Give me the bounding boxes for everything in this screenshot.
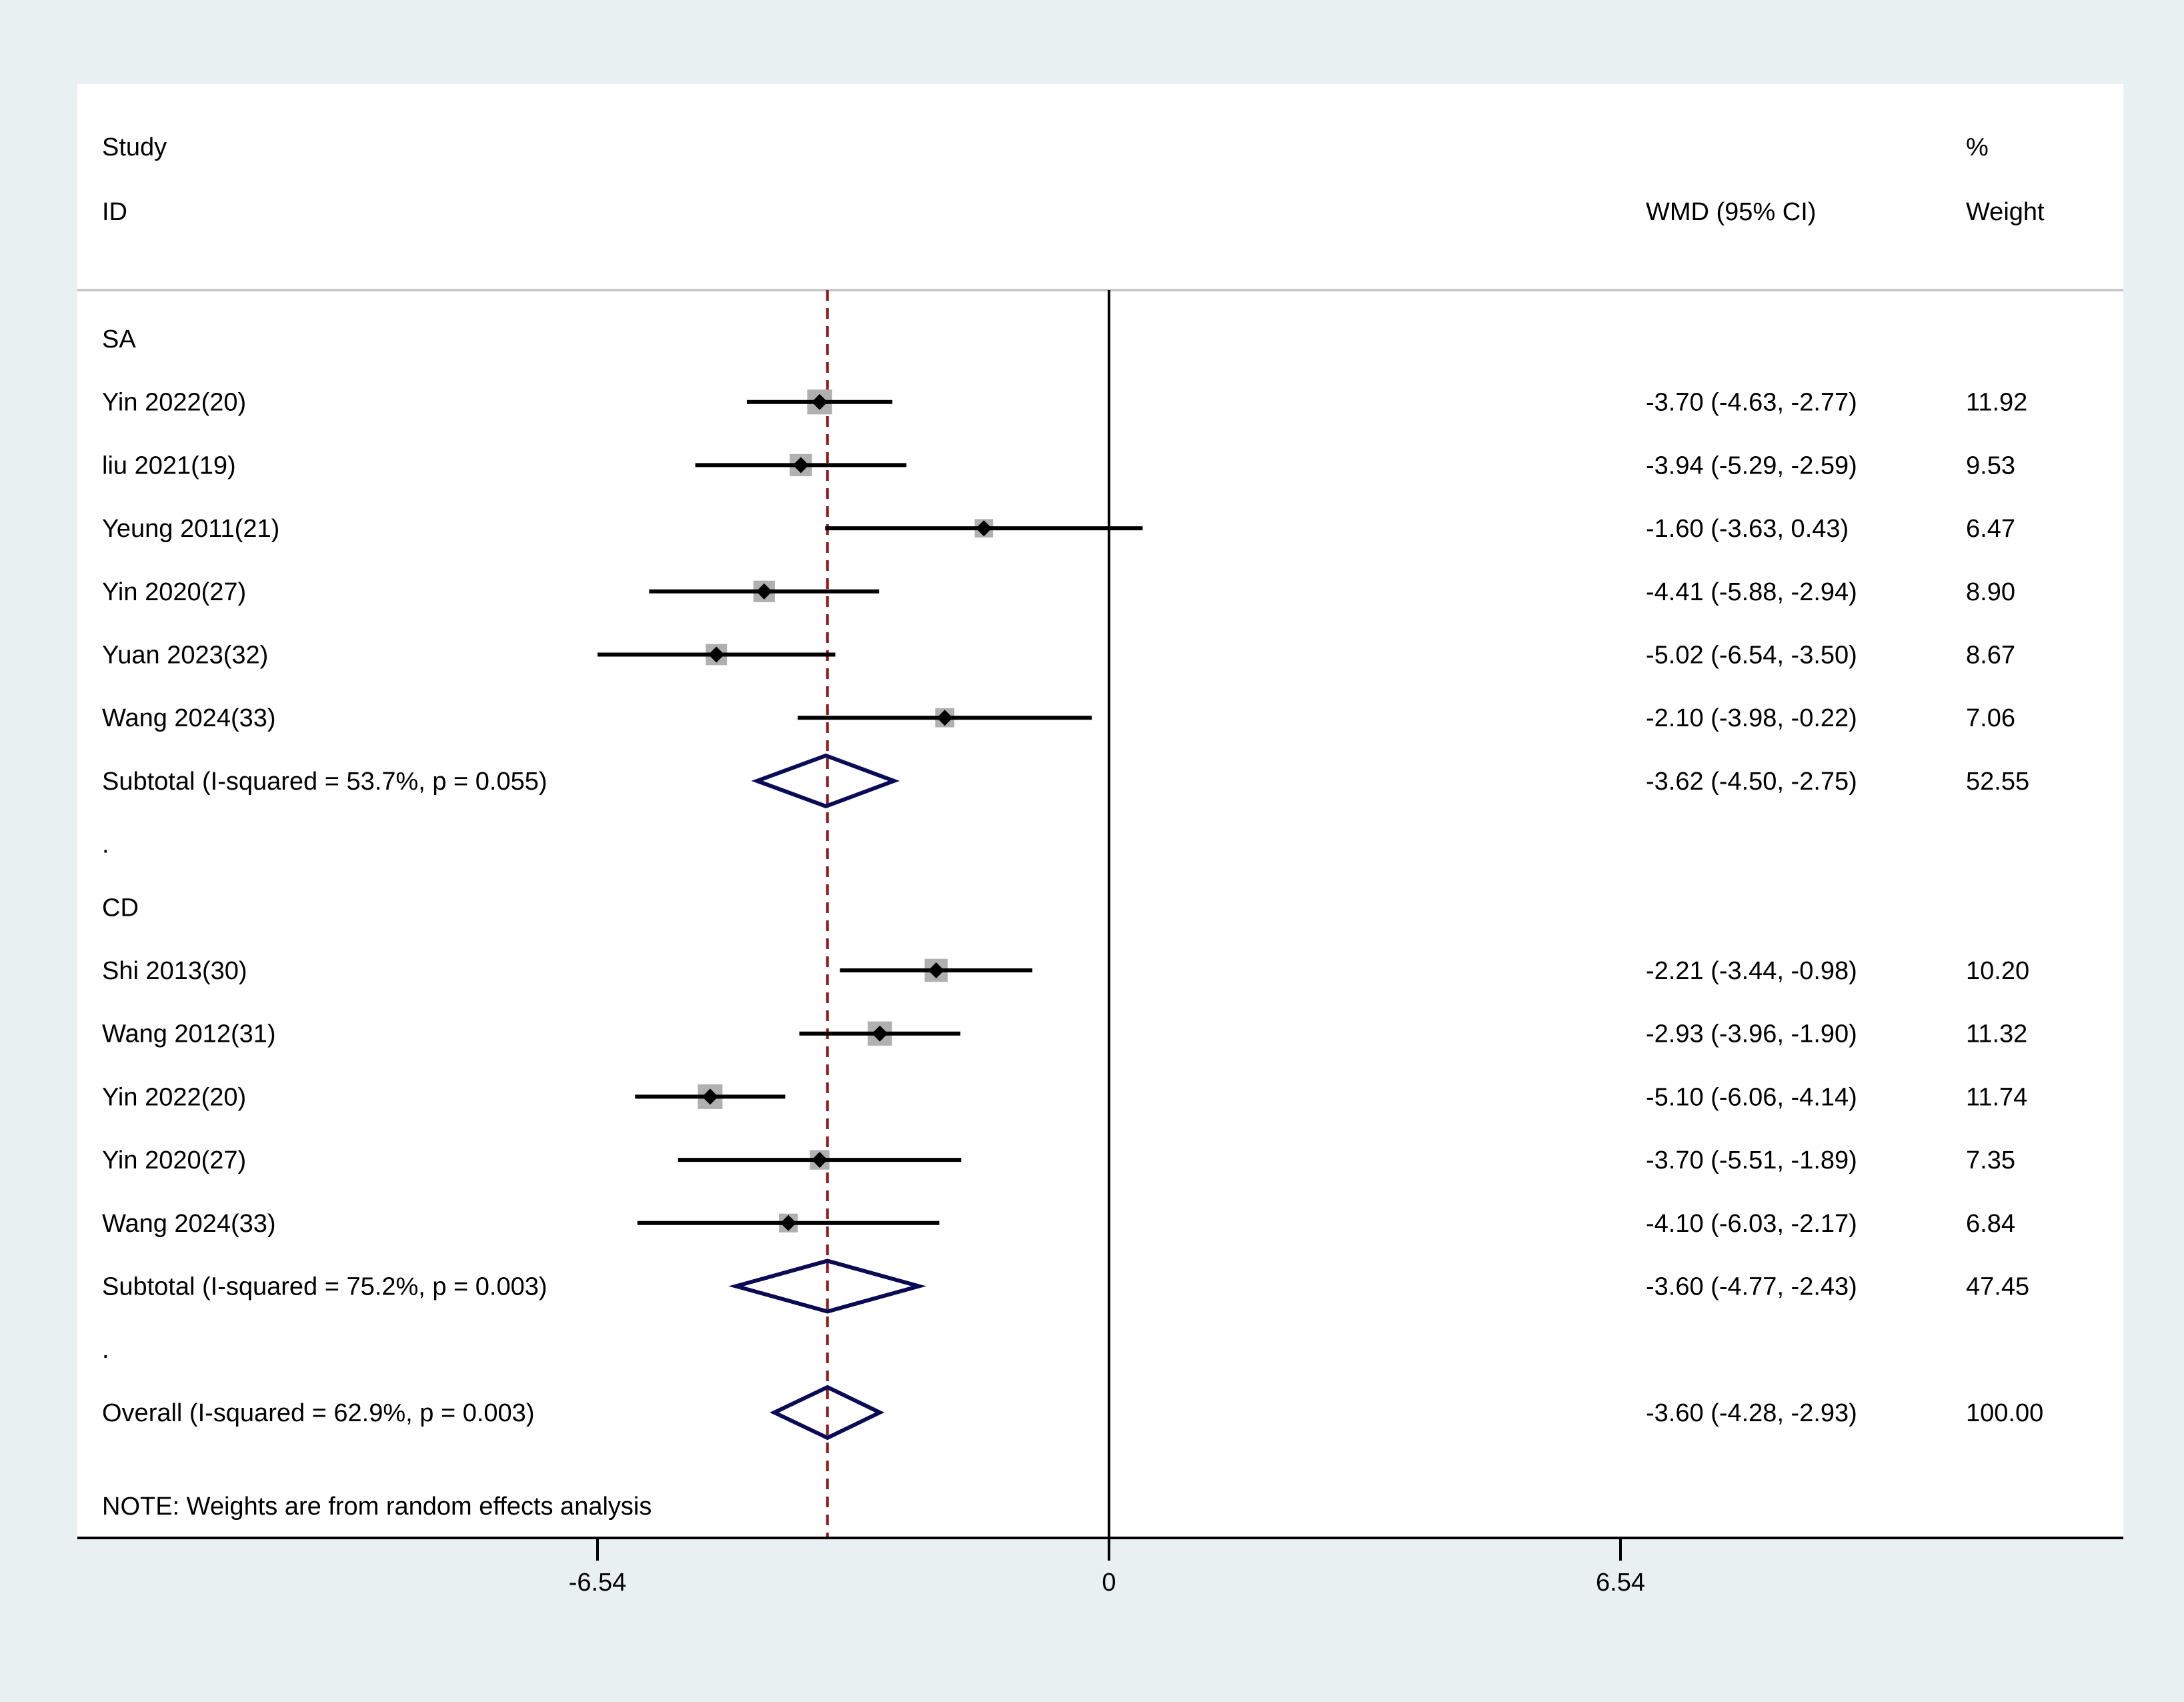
point-estimate xyxy=(928,962,944,978)
row-study: Yin 2020(27) -4.41 (-5.88, -2.94) 8.90 xyxy=(102,578,2015,606)
group-label: SA xyxy=(102,325,136,353)
row-study: liu 2021(19) -3.94 (-5.29, -2.59) 9.53 xyxy=(102,452,2015,480)
ci-text: -5.02 (-6.54, -3.50) xyxy=(1646,642,1857,670)
header-effect: WMD (95% CI) xyxy=(1646,198,1816,226)
row-sep: . xyxy=(102,831,109,859)
ci-text: -3.94 (-5.29, -2.59) xyxy=(1646,452,1857,480)
row-group: SA xyxy=(102,325,136,353)
study-label: Yin 2020(27) xyxy=(102,578,246,606)
row-sep: . xyxy=(102,1336,109,1364)
subtotal-label: Subtotal (I-squared = 75.2%, p = 0.003) xyxy=(102,1273,548,1301)
study-label: Wang 2024(33) xyxy=(102,704,276,732)
header-id: ID xyxy=(102,198,127,226)
point-estimate xyxy=(812,1152,828,1168)
weight-text: 8.67 xyxy=(1966,642,2015,670)
study-label: liu 2021(19) xyxy=(102,452,236,480)
subtotal-diamond xyxy=(751,753,900,809)
overall-diamond xyxy=(770,1385,885,1441)
row-study: Shi 2013(30) -2.21 (-3.44, -0.98) 10.20 xyxy=(102,957,2029,985)
row-subtotal: Subtotal (I-squared = 53.7%, p = 0.055) -… xyxy=(102,753,2029,809)
row-study: Wang 2012(31) -2.93 (-3.96, -1.90) 11.32 xyxy=(102,1020,2027,1048)
weight-text: 6.47 xyxy=(1966,515,2015,543)
row-study: Yin 2022(20) -5.10 (-6.06, -4.14) 11.74 xyxy=(102,1083,2027,1111)
point-estimate xyxy=(872,1025,888,1042)
point-estimate xyxy=(708,646,725,663)
row-study: Yeung 2011(21) -1.60 (-3.63, 0.43) 6.47 xyxy=(102,515,2015,543)
overall-label: Overall (I-squared = 62.9%, p = 0.003) xyxy=(102,1399,534,1427)
subtotal-diamond xyxy=(728,1258,927,1314)
ci-text: -2.93 (-3.96, -1.90) xyxy=(1646,1020,1857,1048)
row-study: Yuan 2023(32) -5.02 (-6.54, -3.50) 8.67 xyxy=(102,642,2015,670)
point-estimate xyxy=(780,1214,797,1231)
ci-text: -2.21 (-3.44, -0.98) xyxy=(1646,957,1857,985)
point-estimate xyxy=(812,393,828,410)
row-study: Yin 2022(20) -3.70 (-4.63, -2.77) 11.92 xyxy=(102,389,2027,417)
header-study: Study xyxy=(102,133,167,161)
point-estimate xyxy=(756,583,772,600)
x-tick-label: 0 xyxy=(1102,1569,1116,1597)
point-estimate xyxy=(936,710,953,726)
ci-text: -3.60 (-4.77, -2.43) xyxy=(1646,1273,1857,1301)
ci-text: -5.10 (-6.06, -4.14) xyxy=(1646,1083,1857,1111)
row-study: Yin 2020(27) -3.70 (-5.51, -1.89) 7.35 xyxy=(102,1146,2015,1174)
header-percent: % xyxy=(1966,133,1989,161)
ci-text: -3.70 (-4.63, -2.77) xyxy=(1646,389,1857,417)
weight-text: 7.35 xyxy=(1966,1146,2015,1174)
point-estimate xyxy=(702,1088,718,1105)
weight-text: 100.00 xyxy=(1966,1399,2043,1427)
group-label: CD xyxy=(102,894,139,922)
point-estimate xyxy=(792,457,809,474)
subtotal-label: Subtotal (I-squared = 53.7%, p = 0.055) xyxy=(102,768,548,796)
weight-text: 52.55 xyxy=(1966,768,2029,796)
study-label: Wang 2024(33) xyxy=(102,1210,276,1238)
study-label: Shi 2013(30) xyxy=(102,957,247,985)
group-separator: . xyxy=(102,1336,109,1364)
weight-text: 11.74 xyxy=(1966,1083,2027,1111)
study-label: Yin 2022(20) xyxy=(102,1083,246,1111)
row-group: CD xyxy=(102,894,139,922)
ci-text: -3.60 (-4.28, -2.93) xyxy=(1646,1399,1857,1427)
row-study: Wang 2024(33) -4.10 (-6.03, -2.17) 6.84 xyxy=(102,1210,2015,1238)
weight-text: 47.45 xyxy=(1966,1273,2029,1301)
group-separator: . xyxy=(102,831,109,859)
weight-text: 10.20 xyxy=(1966,957,2029,985)
ci-text: -3.70 (-5.51, -1.89) xyxy=(1646,1146,1857,1174)
study-label: Wang 2012(31) xyxy=(102,1020,276,1048)
ci-text: -2.10 (-3.98, -0.22) xyxy=(1646,704,1857,732)
column-headers: Study ID WMD (95% CI) % Weight xyxy=(102,133,2045,226)
rows: SA Yin 2022(20) -3.70 (-4.63, -2.77) 11.92 l… xyxy=(102,325,2043,1441)
study-label: Yin 2022(20) xyxy=(102,389,246,417)
x-tick-label: 6.54 xyxy=(1596,1569,1645,1597)
x-tick-label: -6.54 xyxy=(569,1569,627,1597)
ci-text: -1.60 (-3.63, 0.43) xyxy=(1646,515,1849,543)
weight-text: 11.92 xyxy=(1966,389,2027,417)
weight-text: 6.84 xyxy=(1966,1210,2015,1238)
header-weight: Weight xyxy=(1966,198,2045,226)
x-axis: -6.54 0 6.54 xyxy=(77,1537,2123,1597)
weight-text: 11.32 xyxy=(1966,1020,2027,1048)
weight-text: 7.06 xyxy=(1966,704,2015,732)
study-label: Yin 2020(27) xyxy=(102,1146,246,1174)
point-estimate xyxy=(976,520,992,537)
weight-text: 9.53 xyxy=(1966,452,2015,480)
ci-text: -4.10 (-6.03, -2.17) xyxy=(1646,1210,1857,1238)
note-text: NOTE: Weights are from random effects an… xyxy=(102,1493,652,1521)
row-study: Wang 2024(33) -2.10 (-3.98, -0.22) 7.06 xyxy=(102,704,2015,732)
study-label: Yuan 2023(32) xyxy=(102,642,268,670)
plot-frame xyxy=(77,84,2123,1538)
study-label: Yeung 2011(21) xyxy=(102,515,279,543)
ci-text: -3.62 (-4.50, -2.75) xyxy=(1646,768,1857,796)
weight-text: 8.90 xyxy=(1966,578,2015,606)
row-subtotal: Subtotal (I-squared = 75.2%, p = 0.003) -… xyxy=(102,1258,2029,1314)
ci-text: -4.41 (-5.88, -2.94) xyxy=(1646,578,1857,606)
row-overall: Overall (I-squared = 62.9%, p = 0.003) -3… xyxy=(102,1385,2043,1441)
